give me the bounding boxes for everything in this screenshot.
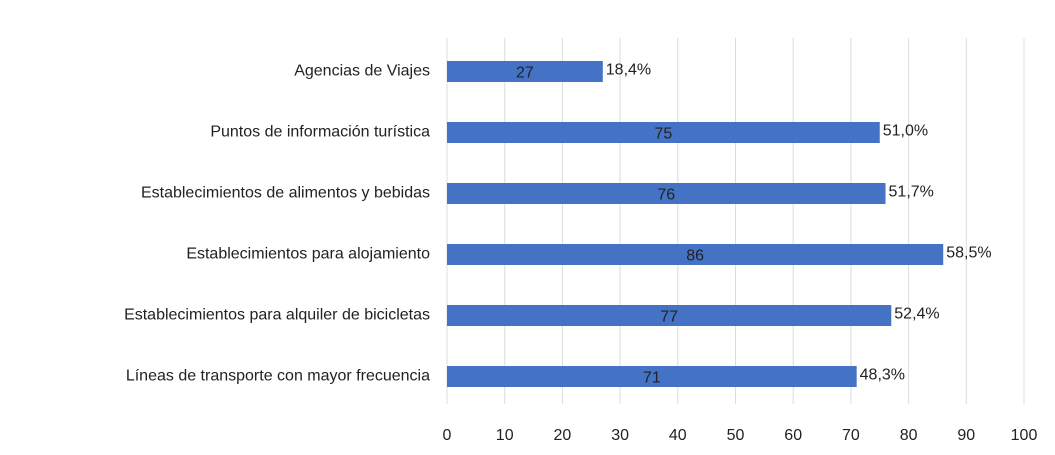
x-tick-label: 40: [669, 427, 687, 444]
y-tick-label: Establecimientos para alquiler de bicicl…: [124, 307, 430, 324]
bar: [447, 183, 886, 204]
bar: [447, 305, 892, 326]
x-tick-label: 20: [554, 427, 572, 444]
bar-value-label: 76: [657, 187, 675, 204]
y-tick-label: Establecimientos para alojamiento: [186, 246, 430, 263]
share-label: 51,7%: [889, 184, 934, 201]
bar-value-label: 86: [686, 248, 704, 265]
x-tick-label: 70: [842, 427, 860, 444]
y-tick-label: Líneas de transporte con mayor frecuenci…: [126, 368, 430, 385]
x-tick-label: 90: [957, 427, 975, 444]
bar-value-label: 77: [660, 309, 678, 326]
share-label: 58,5%: [946, 245, 991, 262]
y-tick-label: Puntos de información turística: [210, 124, 430, 141]
bar: [447, 244, 944, 265]
bar: [447, 61, 603, 82]
bar: [447, 122, 880, 143]
x-tick-label: 60: [784, 427, 802, 444]
bar-value-label: 75: [654, 126, 672, 143]
bar-value-label: 71: [643, 370, 661, 387]
y-tick-label: Agencias de Viajes: [294, 63, 430, 80]
share-label: 51,0%: [883, 123, 928, 140]
x-tick-label: 80: [900, 427, 918, 444]
x-tick-label: 50: [727, 427, 745, 444]
share-label: 18,4%: [606, 62, 651, 79]
bar: [447, 366, 857, 387]
x-tick-label: 10: [496, 427, 514, 444]
x-tick-label: 30: [611, 427, 629, 444]
x-tick-label: 0: [443, 427, 452, 444]
x-tick-label: 100: [1011, 427, 1038, 444]
share-label: 52,4%: [894, 306, 939, 323]
y-tick-label: Establecimientos de alimentos y bebidas: [141, 185, 430, 202]
share-label: 48,3%: [860, 367, 905, 384]
bar-value-label: 27: [516, 65, 534, 82]
